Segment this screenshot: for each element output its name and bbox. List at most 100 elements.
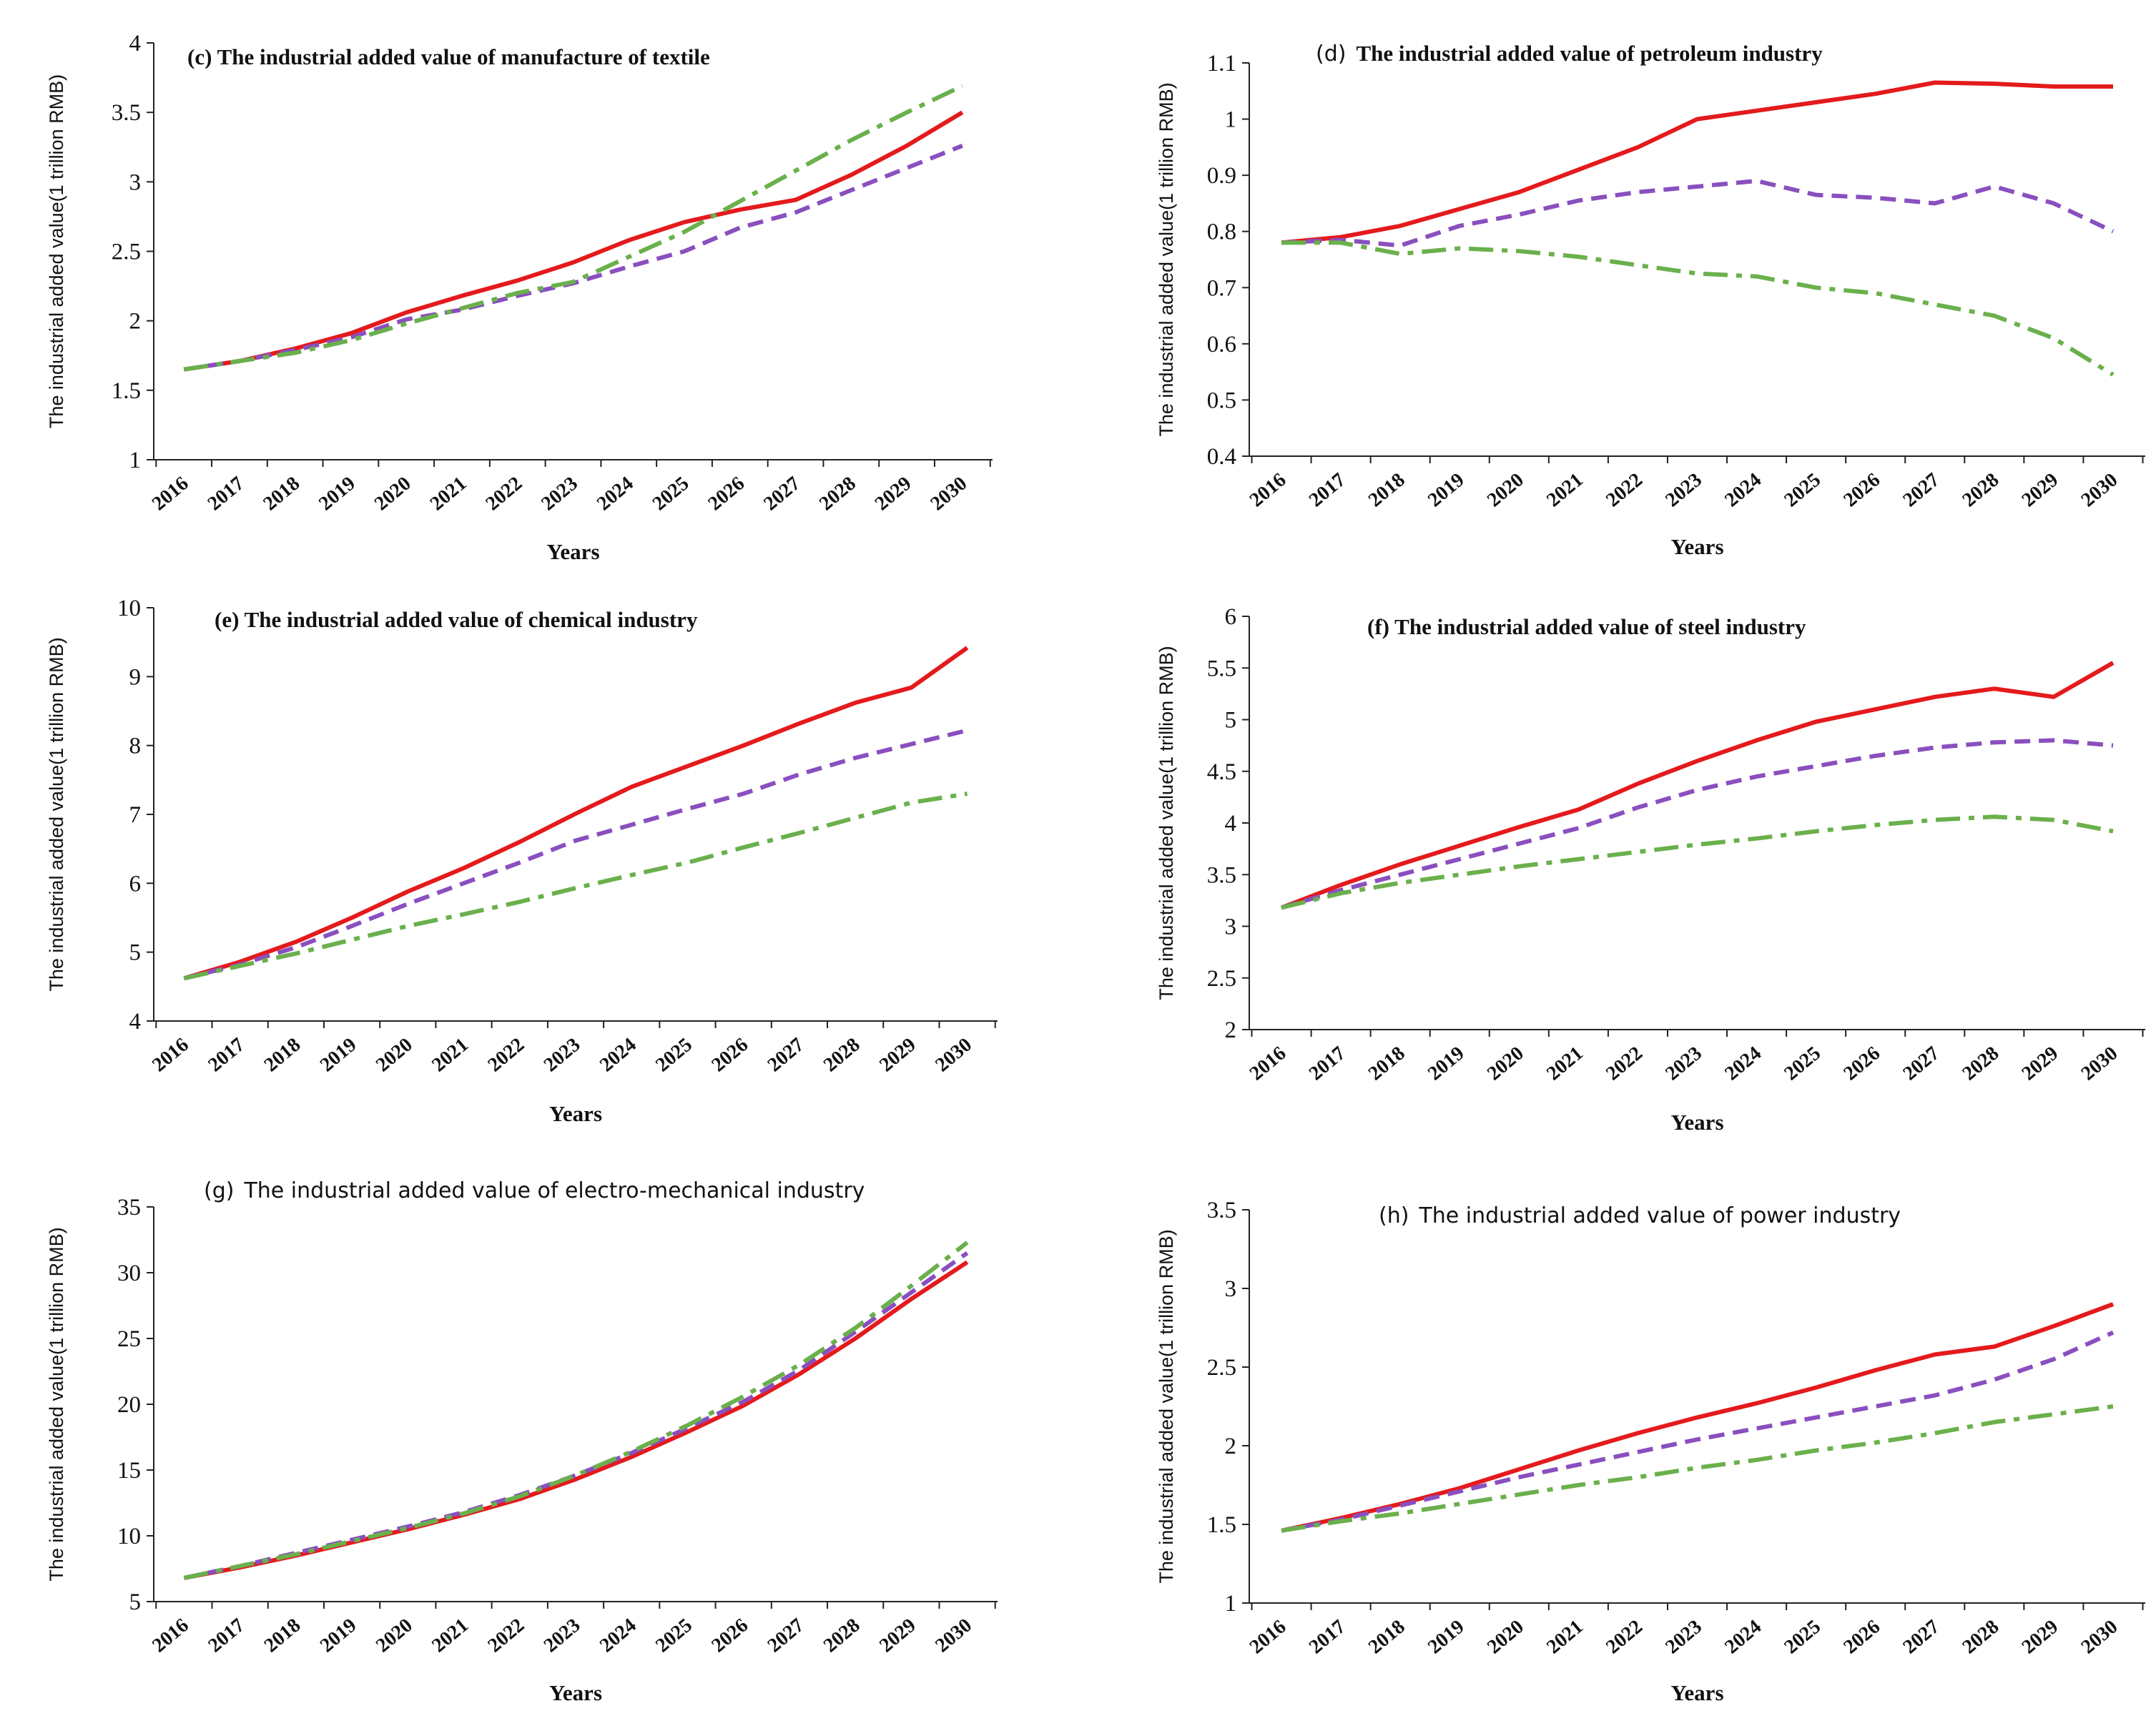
x-tick-label: 2020 xyxy=(372,1614,417,1657)
x-tick-label: 2022 xyxy=(1602,1042,1647,1085)
y-tick-label: 1.1 xyxy=(1207,51,1236,77)
x-tick-label: 2016 xyxy=(148,1614,193,1657)
x-tick-label: 2027 xyxy=(1899,469,1944,512)
x-tick-label: 2028 xyxy=(1959,1616,2004,1659)
chart-title-body: The industrial added value of electro-me… xyxy=(243,1178,865,1203)
x-tick-label: 2022 xyxy=(1602,469,1647,512)
y-tick-label: 2 xyxy=(1225,1017,1237,1043)
x-tick-label: 2021 xyxy=(1542,1042,1588,1085)
x-tick-label: 2023 xyxy=(540,1034,585,1077)
y-tick-label: 6 xyxy=(129,871,142,897)
y-tick-label: 35 xyxy=(117,1195,141,1221)
y-axis-label: The industrial added value(1 trillion RM… xyxy=(46,74,67,428)
x-tick-label: 2030 xyxy=(931,1034,976,1077)
x-tick-label: 2027 xyxy=(1899,1616,1944,1659)
x-tick-label: 2016 xyxy=(1246,1616,1291,1659)
x-tick-label: 2025 xyxy=(649,473,694,516)
y-axis-label: The industrial added value(1 trillion RM… xyxy=(1156,82,1177,436)
y-tick-label: 6 xyxy=(1225,604,1237,630)
x-tick-label: 2026 xyxy=(707,1034,752,1077)
y-tick-label: 4.5 xyxy=(1207,759,1236,785)
x-tick-label: 2025 xyxy=(651,1034,696,1077)
x-tick-label: 2018 xyxy=(1364,1616,1409,1659)
y-tick-label: 1.5 xyxy=(1207,1512,1236,1538)
y-tick-label: 5 xyxy=(1225,708,1237,734)
y-tick-label: 4 xyxy=(1225,811,1237,837)
y-tick-label: 9 xyxy=(129,664,142,690)
x-tick-label: 2018 xyxy=(260,1034,305,1077)
x-tick-label: 2024 xyxy=(1721,469,1766,512)
x-tick-label: 2016 xyxy=(1246,469,1291,512)
x-tick-label: 2024 xyxy=(1721,1616,1766,1659)
series-line-series-1 xyxy=(1281,83,2113,243)
x-tick-label: 2029 xyxy=(871,473,916,516)
x-tick-label: 2026 xyxy=(704,473,749,516)
y-axis-label: The industrial added value(1 trillion RM… xyxy=(46,1227,67,1581)
x-tick-label: 2021 xyxy=(1542,1616,1588,1659)
y-tick-label: 25 xyxy=(117,1326,141,1352)
x-tick-label: 2022 xyxy=(1602,1616,1647,1659)
x-tick-label: 2021 xyxy=(428,1614,473,1657)
x-tick-label: 2028 xyxy=(819,1614,865,1657)
series-line-series-3 xyxy=(184,1243,967,1578)
series-line-series-1 xyxy=(184,112,963,370)
x-tick-label: 2024 xyxy=(596,1034,641,1077)
x-axis-label: Years xyxy=(549,1101,602,1126)
x-tick-label: 2025 xyxy=(1780,469,1825,512)
x-tick-label: 2017 xyxy=(1305,1616,1350,1659)
x-tick-label: 2029 xyxy=(2018,1042,2063,1085)
y-tick-label: 20 xyxy=(117,1392,141,1418)
x-tick-label: 2025 xyxy=(1780,1042,1825,1085)
x-tick-label: 2017 xyxy=(204,473,249,516)
y-tick-label: 30 xyxy=(117,1261,141,1286)
x-tick-label: 2026 xyxy=(1839,469,1884,512)
x-tick-label: 2017 xyxy=(204,1034,249,1077)
x-tick-label: 2018 xyxy=(1364,1042,1409,1085)
x-tick-label: 2020 xyxy=(372,1034,417,1077)
chart-title: (g) The industrial added value of electro… xyxy=(204,1178,865,1203)
chart-panel-3: 4 5 6 7 8 9 10 2016 2017 2018 2019 2020 2021 2022 2023… xyxy=(46,596,998,1126)
x-tick-label: 2019 xyxy=(1424,1616,1469,1659)
x-tick-label: 2017 xyxy=(1305,469,1350,512)
series-line-series-2 xyxy=(184,1253,967,1577)
chart-title: (h) The industrial added value of power i… xyxy=(1379,1203,1901,1228)
y-tick-label: 7 xyxy=(129,802,142,828)
x-tick-label: 2020 xyxy=(370,473,415,516)
x-tick-label: 2020 xyxy=(1483,1042,1528,1085)
y-tick-label: 5.5 xyxy=(1207,656,1236,681)
y-tick-label: 3 xyxy=(1225,914,1237,940)
y-tick-label: 4 xyxy=(129,1009,142,1035)
x-tick-label: 2018 xyxy=(260,1614,305,1657)
series-line-series-1 xyxy=(184,648,967,978)
x-tick-label: 2030 xyxy=(2077,1042,2122,1085)
series-line-series-1 xyxy=(1281,1304,2113,1531)
x-axis-label: Years xyxy=(1670,1680,1723,1705)
x-axis-label: Years xyxy=(1670,534,1723,559)
chart-title: (d) The industrial added value of petrole… xyxy=(1316,41,1823,66)
series-line-series-3 xyxy=(184,794,967,978)
x-tick-label: 2023 xyxy=(1661,1616,1706,1659)
y-tick-label: 5 xyxy=(129,940,142,966)
y-axis-label: The industrial added value(1 trillion RM… xyxy=(1156,646,1177,1000)
x-axis-label: Years xyxy=(546,539,599,564)
series-line-series-1 xyxy=(184,1262,967,1578)
x-tick-label: 2023 xyxy=(537,473,582,516)
x-tick-label: 2029 xyxy=(2018,469,2063,512)
x-tick-label: 2027 xyxy=(1899,1042,1944,1085)
chart-title-prefix: (d) xyxy=(1316,41,1346,66)
y-tick-label: 2 xyxy=(129,309,142,335)
x-tick-label: 2020 xyxy=(1483,469,1528,512)
x-tick-label: 2028 xyxy=(1959,1042,2004,1085)
y-axis-label: The industrial added value(1 trillion RM… xyxy=(1156,1229,1177,1583)
chart-title-body: The industrial added value of power indu… xyxy=(1418,1203,1901,1228)
y-tick-label: 1 xyxy=(1225,107,1237,133)
y-tick-label: 5 xyxy=(129,1589,142,1615)
y-tick-label: 0.6 xyxy=(1207,332,1236,358)
chart-title-prefix: (h) xyxy=(1379,1203,1409,1228)
x-tick-label: 2019 xyxy=(316,1614,361,1657)
x-tick-label: 2030 xyxy=(2077,469,2122,512)
x-tick-label: 2029 xyxy=(2018,1616,2063,1659)
x-tick-label: 2030 xyxy=(927,473,972,516)
x-tick-label: 2025 xyxy=(1780,1616,1825,1659)
x-tick-label: 2024 xyxy=(1721,1042,1766,1085)
